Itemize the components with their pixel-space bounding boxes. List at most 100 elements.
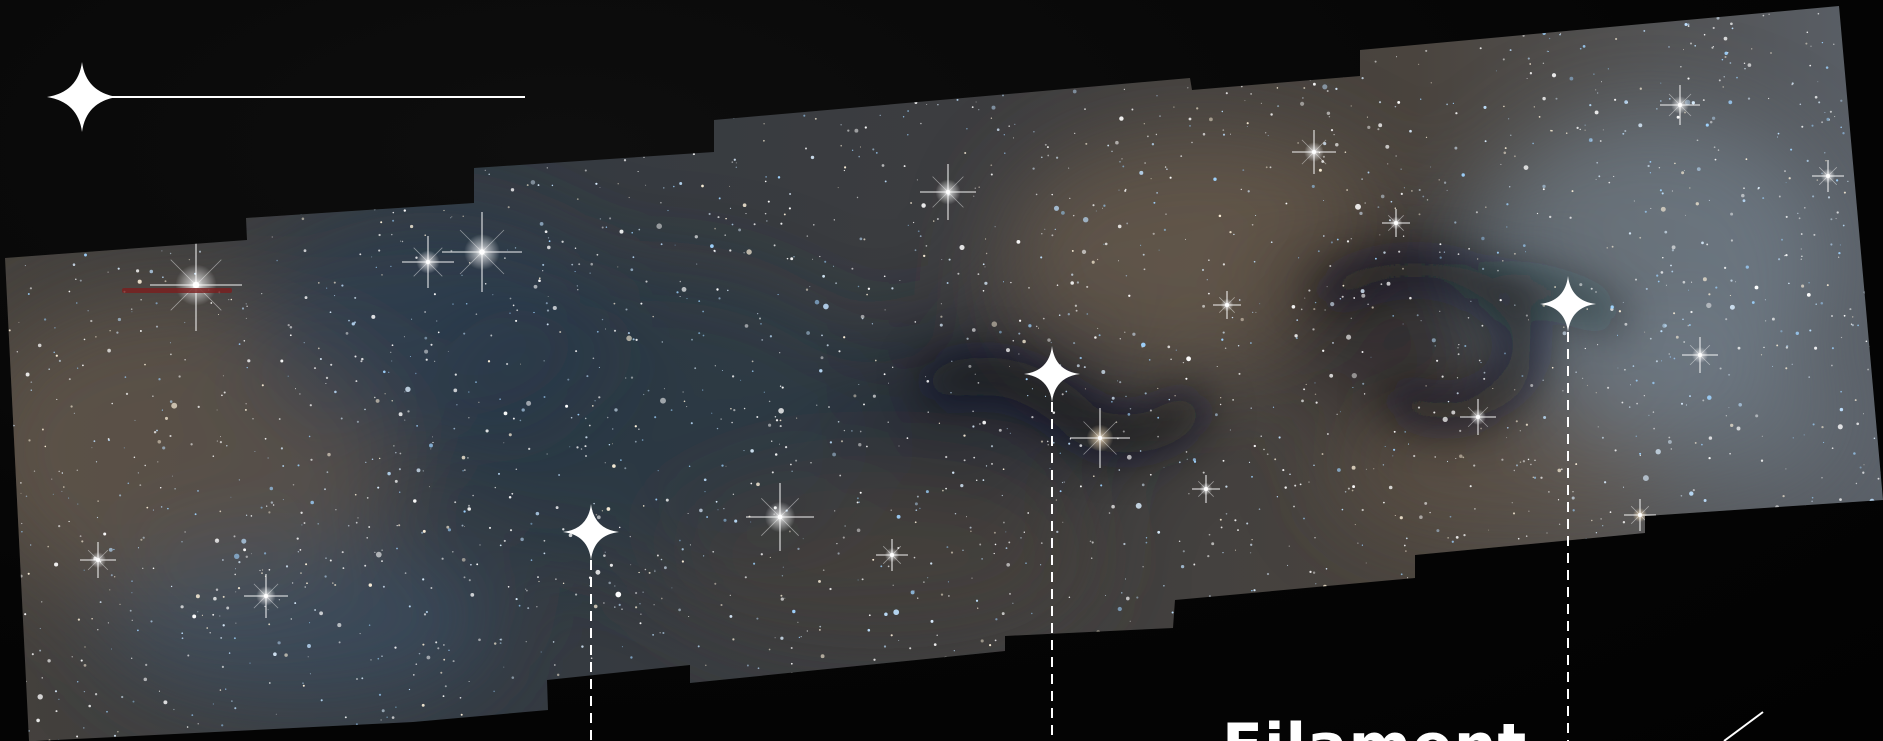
star	[958, 77, 961, 80]
star	[1083, 366, 1086, 369]
star	[295, 388, 296, 390]
star	[1612, 3, 1614, 5]
star	[871, 721, 874, 724]
star	[88, 214, 91, 216]
star	[1554, 735, 1557, 737]
star	[713, 249, 716, 252]
star	[463, 510, 466, 513]
star	[1276, 658, 1280, 662]
star	[111, 648, 112, 650]
star	[1124, 189, 1127, 192]
star	[391, 233, 393, 236]
star	[867, 287, 871, 290]
star	[511, 676, 515, 679]
star	[660, 243, 663, 246]
star	[1812, 527, 1814, 529]
star	[1581, 377, 1584, 379]
star	[528, 4, 529, 5]
star	[1383, 251, 1386, 254]
star	[1671, 636, 1673, 638]
star	[810, 155, 815, 160]
star	[531, 15, 534, 19]
star	[669, 673, 674, 678]
star	[1098, 334, 1101, 337]
star	[1346, 189, 1348, 191]
star	[357, 65, 359, 67]
star	[1812, 423, 1815, 426]
star	[1212, 20, 1216, 24]
star	[917, 700, 919, 702]
star	[266, 505, 268, 507]
star	[919, 662, 923, 666]
star	[876, 728, 883, 734]
star	[221, 394, 223, 397]
star	[1664, 587, 1669, 591]
star	[61, 490, 63, 492]
star	[1824, 111, 1826, 113]
star	[1562, 326, 1565, 329]
star	[782, 14, 785, 17]
star	[252, 418, 254, 420]
star	[679, 539, 681, 542]
star	[469, 723, 471, 726]
star	[1492, 10, 1494, 12]
star	[188, 258, 191, 261]
star	[1831, 315, 1833, 317]
star	[791, 672, 793, 675]
star	[1398, 30, 1400, 32]
star	[245, 122, 248, 125]
star	[1125, 275, 1128, 277]
star	[681, 548, 684, 551]
star	[859, 430, 862, 433]
star	[728, 712, 731, 716]
star	[107, 348, 111, 353]
star	[1660, 330, 1663, 333]
star	[393, 445, 395, 447]
star	[1601, 704, 1605, 708]
star	[733, 408, 736, 412]
star	[1232, 399, 1234, 401]
star	[190, 443, 193, 446]
star	[140, 538, 143, 541]
star	[197, 135, 200, 137]
star	[810, 462, 812, 464]
star	[727, 289, 729, 292]
star	[1708, 456, 1711, 460]
star	[1663, 731, 1666, 733]
star	[1316, 620, 1318, 622]
star	[755, 45, 758, 48]
star	[710, 244, 714, 248]
star	[1451, 577, 1453, 579]
star	[1393, 448, 1396, 451]
star	[76, 302, 78, 304]
star	[1503, 105, 1505, 108]
star	[787, 46, 790, 49]
star	[1145, 537, 1148, 539]
star	[219, 689, 222, 691]
star	[624, 467, 627, 470]
star	[1855, 97, 1861, 102]
star	[1830, 218, 1833, 221]
star	[1178, 461, 1181, 464]
star	[595, 704, 598, 707]
callout-2	[1024, 346, 1080, 741]
star	[467, 507, 471, 511]
star	[858, 501, 860, 503]
star	[699, 689, 701, 691]
star	[921, 203, 926, 208]
star	[630, 674, 633, 677]
star	[1124, 331, 1126, 333]
star	[1682, 318, 1684, 321]
star	[510, 188, 515, 192]
star	[718, 297, 721, 300]
star	[778, 443, 781, 445]
star	[1341, 595, 1345, 600]
star	[341, 284, 344, 287]
star	[1255, 214, 1257, 217]
star	[1722, 86, 1724, 88]
star	[1126, 222, 1129, 225]
star	[1547, 621, 1550, 625]
star	[356, 420, 359, 423]
star	[1239, 668, 1243, 672]
star	[145, 663, 148, 667]
